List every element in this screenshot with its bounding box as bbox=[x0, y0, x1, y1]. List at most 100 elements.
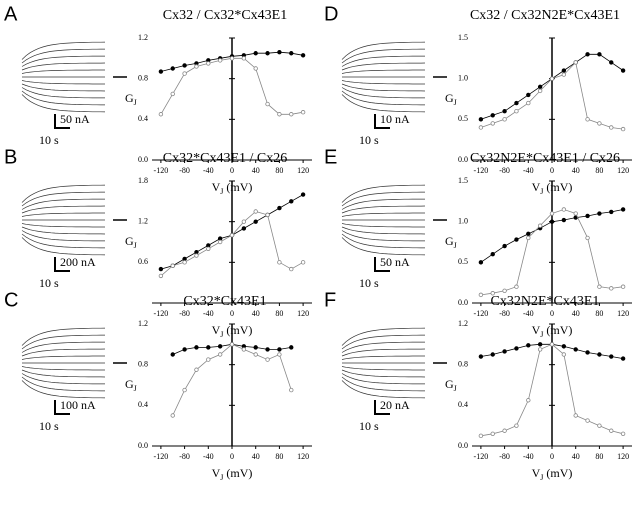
y-tick-label: 1.5 bbox=[458, 33, 468, 42]
data-point bbox=[265, 51, 270, 56]
data-point bbox=[490, 121, 495, 126]
current-trace bbox=[341, 205, 426, 214]
data-point bbox=[573, 60, 578, 65]
data-point bbox=[609, 428, 614, 433]
current-trace bbox=[21, 62, 106, 71]
x-tick-label: 120 bbox=[297, 309, 309, 318]
panel-letter: E bbox=[324, 146, 337, 168]
data-point bbox=[514, 346, 519, 351]
data-point bbox=[490, 113, 495, 118]
data-point bbox=[585, 235, 590, 241]
y-tick-label: 0.8 bbox=[138, 73, 148, 82]
current-trace bbox=[21, 191, 105, 207]
data-point bbox=[300, 110, 306, 115]
time-scale: 10 s bbox=[359, 276, 379, 290]
y-axis-label: GJ bbox=[125, 234, 137, 250]
panel-title: Cx32*Cx43E1 bbox=[183, 294, 266, 309]
y-tick-label: 0.0 bbox=[138, 155, 148, 164]
x-tick-label: 120 bbox=[617, 452, 629, 461]
data-point bbox=[490, 431, 495, 436]
x-tick-label: 120 bbox=[297, 166, 309, 175]
current-trace bbox=[21, 41, 106, 60]
data-point bbox=[585, 213, 590, 219]
data-point bbox=[229, 342, 235, 347]
data-point bbox=[170, 66, 175, 71]
data-point bbox=[561, 344, 567, 349]
data-point bbox=[597, 52, 602, 57]
data-point bbox=[526, 100, 531, 106]
x-label-sub: J bbox=[220, 330, 223, 339]
data-point bbox=[573, 211, 578, 216]
data-point bbox=[253, 66, 258, 71]
scale-bar bbox=[374, 257, 390, 272]
y-tick-label: 0.8 bbox=[458, 359, 468, 368]
y-tick-label: 0.0 bbox=[458, 155, 468, 164]
x-tick-label: -40 bbox=[203, 452, 214, 461]
data-point bbox=[514, 237, 519, 242]
data-point bbox=[561, 68, 567, 73]
y-label-sub: J bbox=[134, 384, 137, 393]
y-tick-label: 1.0 bbox=[458, 216, 468, 225]
x-label-unit: (mV) bbox=[223, 466, 252, 480]
scale-bar bbox=[374, 400, 390, 415]
data-point bbox=[182, 260, 187, 265]
panel-title: Cx32N2E*Cx43E1 / Cx26 bbox=[470, 151, 620, 166]
y-tick-label: 1.2 bbox=[138, 216, 148, 225]
scale-bar bbox=[54, 400, 70, 415]
x-tick-label: 40 bbox=[252, 166, 260, 175]
current-trace bbox=[341, 223, 425, 228]
current-trace bbox=[21, 69, 105, 74]
current-trace bbox=[341, 198, 425, 210]
x-tick-label: 40 bbox=[252, 309, 260, 318]
current-trace bbox=[341, 83, 426, 92]
data-point bbox=[277, 260, 282, 265]
x-tick-label: 80 bbox=[595, 309, 603, 318]
data-point bbox=[289, 266, 294, 272]
data-point bbox=[585, 117, 590, 122]
data-point bbox=[206, 246, 211, 251]
x-tick-label: -80 bbox=[179, 309, 190, 318]
data-point bbox=[620, 284, 626, 289]
current-scale: 50 nA bbox=[60, 112, 90, 126]
data-point bbox=[502, 288, 507, 293]
data-point bbox=[300, 260, 306, 265]
x-tick-label: 80 bbox=[275, 452, 283, 461]
data-point bbox=[573, 413, 578, 418]
data-point bbox=[217, 58, 223, 63]
data-point bbox=[241, 347, 247, 352]
x-tick-label: -120 bbox=[474, 309, 489, 318]
y-tick-label: 0.0 bbox=[458, 441, 468, 450]
current-trace bbox=[21, 348, 106, 357]
data-point bbox=[609, 354, 614, 359]
data-point bbox=[206, 345, 211, 350]
panel-letter: D bbox=[324, 3, 338, 25]
current-trace bbox=[341, 87, 425, 99]
current-trace bbox=[341, 48, 425, 64]
y-tick-label: 0.0 bbox=[138, 441, 148, 450]
x-tick-label: -120 bbox=[154, 166, 169, 175]
x-label-sub: J bbox=[540, 330, 543, 339]
current-trace bbox=[21, 376, 105, 392]
x-tick-label: -40 bbox=[203, 309, 214, 318]
current-trace bbox=[341, 191, 425, 207]
current-scale: 100 nA bbox=[60, 398, 96, 412]
current-trace bbox=[21, 237, 106, 256]
scale-bar bbox=[54, 257, 70, 272]
current-trace bbox=[341, 55, 425, 67]
data-point bbox=[561, 352, 567, 357]
x-tick-label: 120 bbox=[617, 309, 629, 318]
y-axis-label: GJ bbox=[445, 377, 457, 393]
x-tick-label: -40 bbox=[523, 452, 534, 461]
y-tick-label: 0.0 bbox=[458, 298, 468, 307]
current-trace bbox=[341, 69, 425, 74]
current-trace bbox=[21, 83, 106, 92]
data-point bbox=[253, 352, 258, 357]
y-tick-label: 1.2 bbox=[138, 33, 148, 42]
data-point bbox=[217, 352, 223, 357]
current-trace bbox=[21, 223, 105, 228]
data-point bbox=[502, 243, 507, 249]
x-label-main: V bbox=[532, 180, 541, 194]
data-point bbox=[182, 71, 187, 76]
data-point bbox=[490, 352, 495, 357]
